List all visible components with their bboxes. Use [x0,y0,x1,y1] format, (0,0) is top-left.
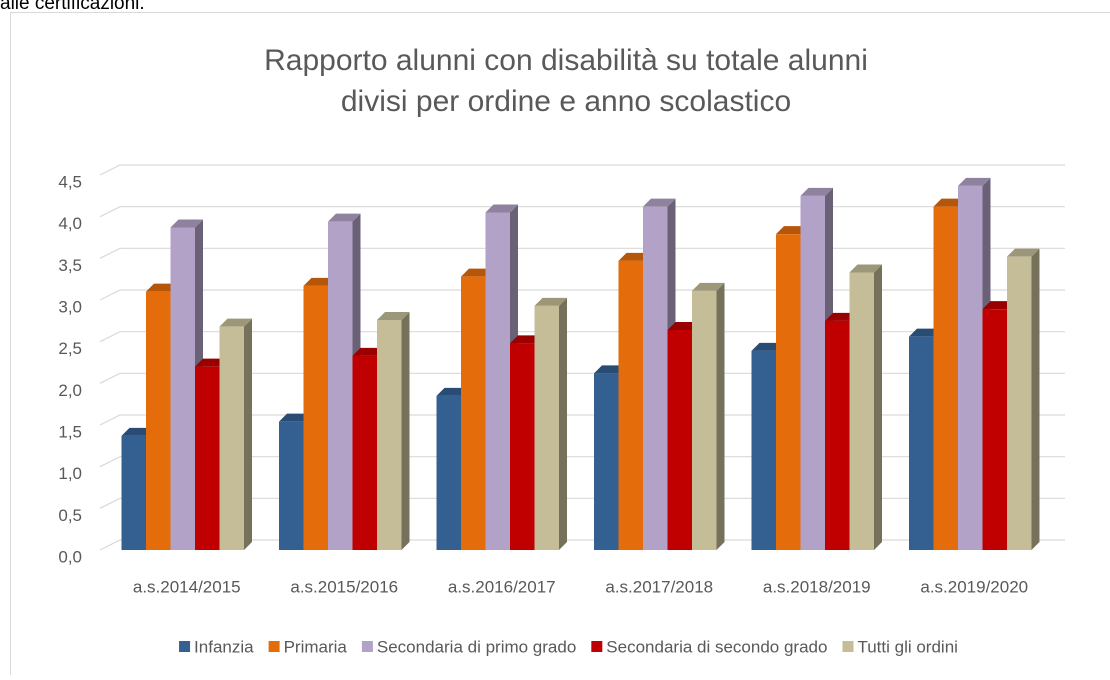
bar [461,277,486,550]
y-tick-label: 2,5 [58,339,82,358]
bar [377,320,402,550]
bar [643,207,668,550]
bar [437,396,462,550]
legend-label: Tutti gli ordini [857,637,957,656]
bar-side [874,265,882,551]
grid-line [100,290,1065,300]
y-tick-label: 4,5 [58,172,82,191]
bar [958,186,983,550]
grid-line [100,248,1065,258]
y-tick-label: 1,0 [58,464,82,483]
chart-title: Rapporto alunni con disabilità su totale… [264,44,868,77]
y-tick-label: 3,5 [58,256,82,275]
bar [850,273,875,551]
bar [510,343,535,550]
x-tick-label: a.s.2015/2016 [290,577,398,596]
bar [983,309,1008,550]
bar-side [717,283,725,550]
legend-label: Infanzia [194,637,254,656]
bar [825,321,850,550]
bar [752,351,777,550]
legend-label: Secondaria di secondo grado [606,637,827,656]
bar-side [559,298,567,550]
legend-swatch [179,641,190,652]
y-tick-label: 0,0 [58,547,82,566]
bar-side [402,312,410,550]
legend-swatch [842,641,853,652]
bar [801,196,826,550]
page-text: alle certificazioni. [0,0,145,14]
y-tick-label: 0,5 [58,506,82,525]
bar-side [244,319,252,550]
y-tick-label: 1,5 [58,422,82,441]
grid-line [100,207,1065,217]
bar [619,261,644,550]
bar [692,291,717,550]
x-tick-label: a.s.2019/2020 [920,577,1028,596]
bar [909,337,934,550]
bar [171,228,196,551]
bar [304,286,329,550]
x-tick-label: a.s.2016/2017 [448,577,556,596]
bar [220,327,245,550]
legend-swatch [591,641,602,652]
y-tick-label: 4,0 [58,214,82,233]
x-tick-label: a.s.2014/2015 [133,577,241,596]
bar [1007,257,1032,550]
bar [122,436,147,550]
legend-label: Secondaria di primo grado [377,637,576,656]
bar [279,422,304,550]
chart-title: divisi per ordine e anno scolastico [341,85,791,118]
bar [328,222,353,550]
bar-side [1032,249,1040,550]
bar [776,234,801,550]
bar [668,330,693,550]
legend-swatch [269,641,280,652]
bar [353,356,378,550]
legend-label: Primaria [284,637,348,656]
bar [486,213,511,551]
legend-swatch [362,641,373,652]
bar [195,367,220,550]
bar [146,292,171,550]
x-tick-label: a.s.2017/2018 [605,577,713,596]
bar [934,207,959,550]
y-tick-label: 2,0 [58,381,82,400]
bar [535,306,560,550]
x-tick-label: a.s.2018/2019 [763,577,871,596]
grid-line [100,165,1065,175]
y-tick-label: 3,0 [58,297,82,316]
bar [594,373,619,550]
